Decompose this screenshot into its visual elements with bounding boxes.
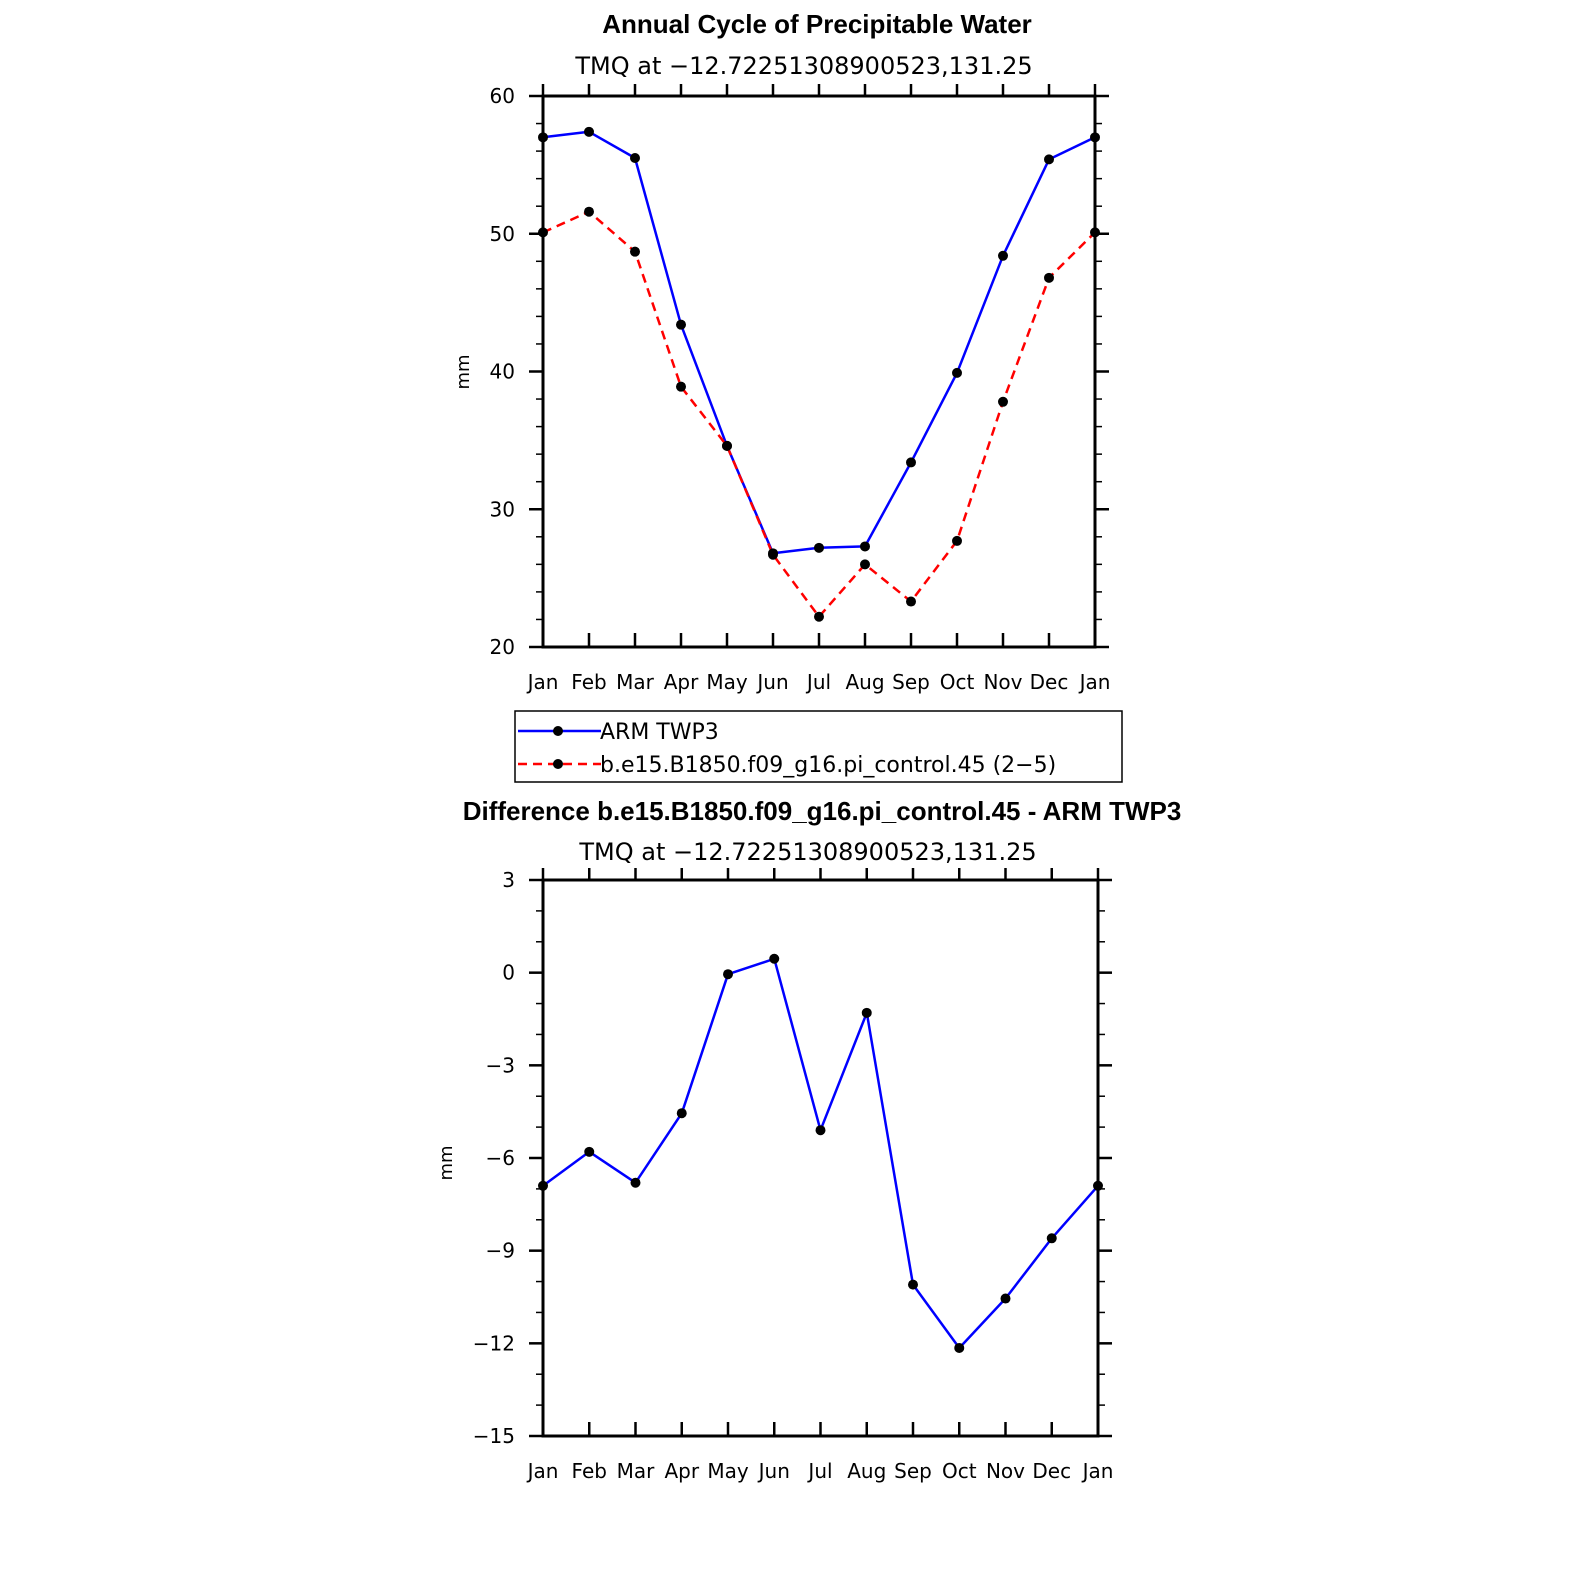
y-tick-label: 40 (490, 360, 515, 384)
legend-marker-model (553, 759, 563, 769)
x-tick-label: Mar (616, 670, 655, 694)
plot-frame (541, 94, 1097, 649)
data-point (860, 559, 870, 570)
x-tick-label: Feb (571, 670, 606, 694)
data-point (676, 381, 686, 392)
data-point (908, 1279, 918, 1290)
data-point (1046, 1233, 1057, 1244)
data-point (998, 250, 1008, 261)
data-point (722, 440, 732, 451)
data-point (998, 396, 1008, 407)
data-point (676, 319, 686, 330)
y-tick-label: −6 (486, 1146, 515, 1170)
data-point (768, 549, 778, 560)
data-point (815, 1125, 826, 1136)
data-point (630, 246, 640, 257)
x-tick-label: May (707, 1459, 749, 1483)
chart-subtitle: TMQ at −12.72251308900523,131.25 (578, 838, 1036, 866)
y-axis-label: mm (436, 1145, 457, 1180)
legend-box (514, 710, 1123, 783)
legend-label-model: b.e15.B1850.f09_g16.pi_control.45 (2−5) (600, 753, 1056, 778)
data-point (906, 457, 916, 468)
y-tick-label: 30 (490, 497, 515, 521)
data-point (954, 1342, 965, 1353)
annual-cycle-chart: Annual Cycle of Precipitable Water TMQ a… (453, 9, 1110, 694)
x-tick-label: Mar (617, 1459, 656, 1483)
x-tick-label: Apr (664, 1459, 699, 1483)
x-tick-label: Jun (757, 1459, 790, 1483)
plot-frame (541, 878, 1100, 1438)
y-tick-label: 3 (502, 868, 515, 892)
x-tick-label: Nov (986, 1459, 1025, 1483)
y-tick-label: −3 (486, 1053, 515, 1077)
data-point (952, 367, 962, 378)
x-tick-label: Sep (894, 1459, 932, 1483)
x-tick-label: Jul (806, 1459, 832, 1483)
legend-label-arm: ARM TWP3 (600, 720, 719, 745)
legend-entry-model: b.e15.B1850.f09_g16.pi_control.45 (2−5) (518, 753, 1056, 778)
x-tick-label: Jan (526, 1459, 559, 1483)
data-point (630, 1177, 641, 1188)
y-tick-label: 60 (490, 84, 515, 108)
legend-marker-arm (553, 726, 563, 736)
data-point (676, 1108, 687, 1119)
series-line-1 (542, 210, 1096, 618)
chart-title: Difference b.e15.B1850.f09_g16.pi_contro… (463, 796, 1182, 826)
series-line-0 (542, 957, 1099, 1350)
x-tick-label: Jan (1078, 670, 1111, 694)
data-point (769, 953, 780, 964)
data-point (723, 969, 733, 980)
x-tick-label: Aug (847, 1459, 886, 1483)
y-tick-label: 0 (502, 961, 515, 985)
data-point (584, 1146, 595, 1157)
y-tick-label: −9 (486, 1239, 515, 1263)
x-tick-label: Sep (892, 670, 930, 694)
y-tick-label: 20 (490, 635, 515, 659)
data-point (860, 541, 870, 552)
legend: ARM TWP3 b.e15.B1850.f09_g16.pi_control.… (514, 710, 1123, 783)
x-tick-label: Oct (942, 1459, 977, 1483)
x-tick-label: Oct (940, 670, 975, 694)
series-line-0 (542, 130, 1096, 555)
data-point (584, 206, 594, 217)
x-tick-label: Jan (1081, 1459, 1114, 1483)
x-tick-label: Jan (526, 670, 559, 694)
difference-chart: Difference b.e15.B1850.f09_g16.pi_contro… (436, 796, 1181, 1483)
data-point (906, 596, 916, 607)
x-tick-label: Jun (755, 670, 788, 694)
legend-entry-arm: ARM TWP3 (518, 720, 719, 745)
data-point (1044, 272, 1054, 283)
x-tick-label: Nov (983, 670, 1022, 694)
data-point (814, 542, 824, 553)
x-tick-label: Jul (805, 670, 831, 694)
y-tick-label: 50 (490, 222, 515, 246)
data-point (861, 1007, 872, 1018)
y-tick-label: −15 (473, 1424, 515, 1448)
y-tick-label: −12 (473, 1331, 515, 1355)
x-tick-label: May (706, 670, 748, 694)
data-point (1044, 154, 1054, 165)
data-point (584, 126, 594, 137)
chart-subtitle: TMQ at −12.72251308900523,131.25 (574, 52, 1032, 80)
data-point (952, 535, 962, 546)
x-tick-label: Aug (845, 670, 884, 694)
x-tick-label: Dec (1030, 670, 1069, 694)
data-point (814, 611, 824, 622)
x-tick-label: Feb (572, 1459, 607, 1483)
y-axis-label: mm (453, 354, 474, 389)
x-tick-label: Dec (1032, 1459, 1071, 1483)
data-point (1000, 1293, 1011, 1304)
chart-title: Annual Cycle of Precipitable Water (602, 9, 1032, 39)
data-point (630, 152, 640, 163)
x-tick-label: Apr (664, 670, 699, 694)
